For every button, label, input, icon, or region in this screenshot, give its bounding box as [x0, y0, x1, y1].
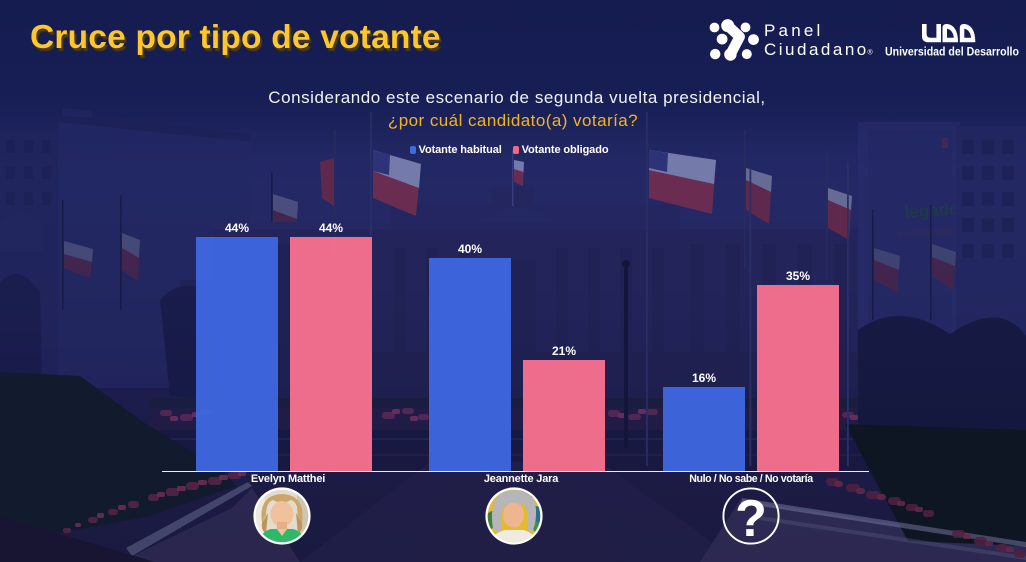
svg-text:?: ? — [735, 490, 767, 545]
svg-text:Universidad del Desarrollo: Universidad del Desarrollo — [885, 46, 1019, 58]
svg-text:®: ® — [868, 49, 874, 57]
svg-text:Panel: Panel — [764, 21, 823, 40]
svg-text:Ciudadano: Ciudadano — [764, 40, 869, 59]
